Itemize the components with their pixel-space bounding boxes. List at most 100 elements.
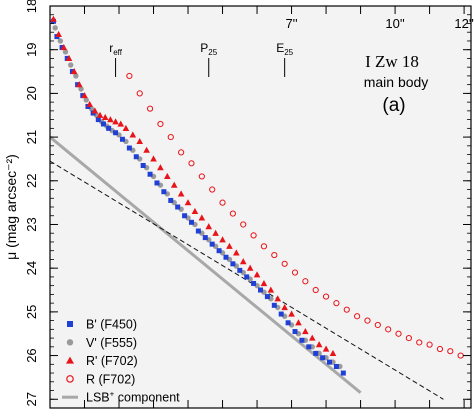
data-point-square [223,254,229,260]
data-point-triangle [260,279,268,287]
data-point-open-circle [364,317,371,324]
data-point-triangle [295,319,302,326]
data-point-square [278,311,284,317]
data-point-square [209,241,215,247]
data-point-triangle [246,264,254,271]
x-top-tick-label: 10'' [385,16,404,31]
legend-square-swatch [67,321,73,327]
data-point-circle [62,49,69,55]
data-point-circle [68,62,74,68]
data-point-open-circle [395,330,402,337]
data-point-triangle [50,15,57,22]
y-tick-label: 19 [24,42,39,56]
chart-title: I Zw 18 [365,52,419,71]
data-point-open-circle [416,339,423,346]
data-point-square [299,337,305,343]
data-point-triangle [239,258,247,265]
data-point-triangle [86,100,93,107]
data-point-triangle [302,328,309,335]
data-point-open-circle [291,269,299,276]
data-point-circle [52,25,58,31]
data-point-square [100,121,106,127]
data-point-open-circle [354,313,361,320]
legend-circle-swatch [66,339,74,346]
data-point-open-circle [271,251,278,259]
data-point-open-circle [219,199,226,206]
data-point-open-circle [302,278,309,285]
legend-open-circle-swatch [66,375,74,383]
data-point-triangle [70,68,78,75]
data-point-square [182,213,188,219]
marker-label: reff [109,41,123,57]
data-point-open-circle [136,90,143,97]
data-point-triangle [150,155,157,162]
data-point-open-circle [146,105,154,112]
data-point-square [216,248,222,254]
legend-label: LSB+ component [86,390,180,405]
data-point-triangle [288,310,295,317]
data-point-square [140,162,146,168]
data-point-square [202,235,208,241]
data-point-square [126,145,132,151]
data-point-triangle [101,113,109,121]
data-point-open-circle [281,260,288,267]
y-tick-label: 26 [24,348,39,362]
data-point-triangle [143,146,150,153]
y-tick-label: 21 [24,130,39,144]
data-point-square [195,228,201,234]
data-point-square [237,267,243,273]
data-point-triangle [281,304,288,311]
data-point-triangle [329,349,337,356]
data-point-triangle [91,107,99,114]
data-point-open-circle [426,341,433,348]
data-point-square [320,355,326,361]
data-point-square [306,344,312,350]
data-point-open-circle [447,348,454,355]
data-point-triangle [164,172,171,180]
y-tick-label: 27 [24,392,39,406]
data-point-triangle [60,44,68,51]
data-point-open-circle [322,293,330,300]
data-point-open-circle [343,306,350,313]
dashed-fit-line [49,160,444,400]
data-point-open-circle [312,286,319,294]
data-point-square [292,329,298,335]
data-point-triangle [76,81,83,88]
legend-label: R (F702) [86,372,135,386]
data-point-triangle [198,214,206,221]
data-point-triangle [233,249,240,256]
data-point-square [133,154,139,160]
data-point-triangle [157,164,164,171]
y-tick-label: 24 [24,261,39,275]
legend-triangle-swatch [66,356,74,364]
data-point-square [271,302,277,308]
data-point-triangle [191,207,199,214]
data-point-square [340,370,346,376]
data-point-triangle [122,124,130,131]
data-point-square [244,274,250,280]
data-point-open-circle [260,243,268,250]
legend-label: R' (F702) [86,354,138,368]
chart-subtitle: main body [364,74,429,90]
data-point-open-circle [209,186,216,193]
data-point-triangle [219,236,226,243]
data-point-square [113,130,119,136]
data-point-open-circle [178,149,185,156]
marker-label: P25 [200,41,217,57]
data-point-open-circle [198,173,205,180]
data-point-triangle [65,54,73,62]
data-point-open-circle [229,210,236,217]
plot-area [50,6,471,408]
data-point-square [264,294,270,300]
data-point-open-circle [157,120,164,128]
data-point-triangle [315,341,323,348]
data-point-open-circle [167,133,174,141]
data-point-square [327,359,333,365]
x-top-tick-label: 12'' [454,16,473,31]
y-axis-label: μ (mag arcsec⁻²) [3,154,19,260]
data-point-open-circle [188,160,195,167]
data-point-square [147,171,153,177]
data-point-square [175,204,181,210]
